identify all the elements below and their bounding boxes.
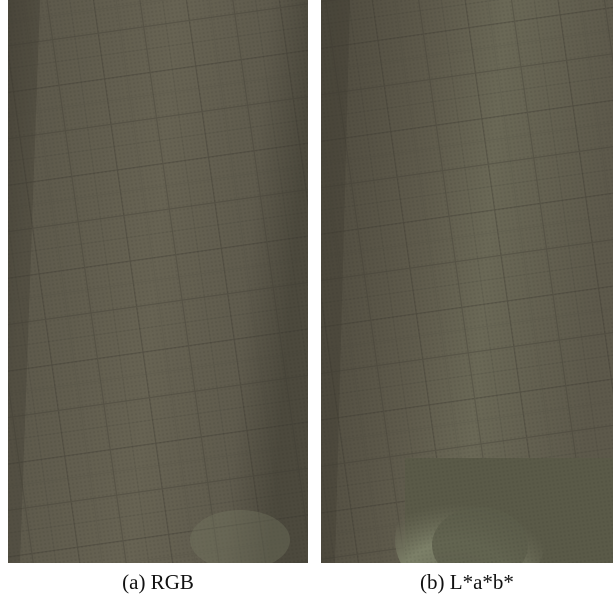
figure: (a) RGB (b) L*a*b* (() => { const data =… (0, 0, 615, 602)
caption: (a) RGB (8, 570, 308, 595)
image-lab (321, 0, 613, 600)
caption: (b) L*a*b* (317, 570, 615, 595)
image-rgb (8, 0, 308, 570)
figure-images (0, 0, 615, 602)
